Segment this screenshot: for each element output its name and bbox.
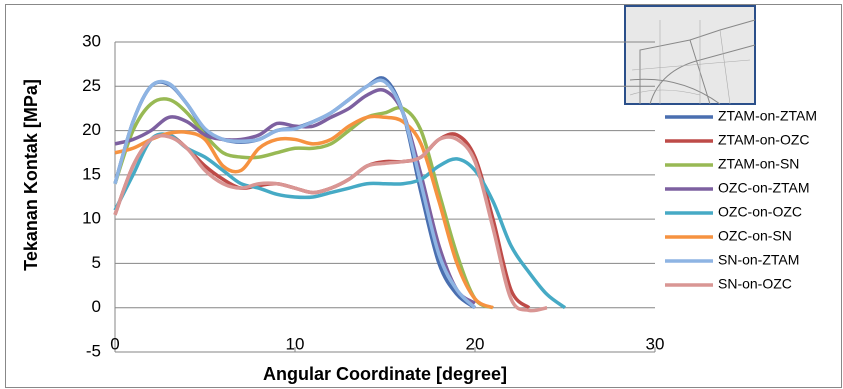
legend-label: ZTAM-on-ZTAM: [718, 108, 817, 124]
y-tick-label: 10: [82, 209, 101, 228]
x-tick-label: 20: [466, 334, 485, 353]
x-tick-label: 10: [286, 334, 305, 353]
inset-image: [625, 6, 755, 104]
legend-label: OZC-on-OZC: [718, 204, 802, 220]
x-tick-label: 30: [646, 334, 665, 353]
y-axis-label: Tekanan Kontak [MPa]: [21, 79, 41, 271]
chart: Tekanan Kontak [MPa] Angular Coordinate …: [0, 0, 843, 389]
x-axis-label: Angular Coordinate [degree]: [263, 364, 507, 384]
legend-label: ZTAM-on-OZC: [718, 132, 810, 148]
legend-label: SN-on-ZTAM: [718, 252, 799, 268]
y-tick-label: 20: [82, 120, 101, 139]
y-tick-label: -5: [86, 341, 101, 360]
y-tick-label: 5: [92, 253, 101, 272]
x-tick-label: 0: [110, 334, 119, 353]
y-tick-label: 30: [82, 31, 101, 50]
y-tick-label: 0: [92, 297, 101, 316]
y-tick-label: 15: [82, 164, 101, 183]
legend-label: OZC-on-SN: [718, 228, 792, 244]
legend-label: SN-on-OZC: [718, 276, 792, 292]
y-tick-label: 25: [82, 76, 101, 95]
legend-label: ZTAM-on-SN: [718, 156, 799, 172]
legend-label: OZC-on-ZTAM: [718, 180, 810, 196]
